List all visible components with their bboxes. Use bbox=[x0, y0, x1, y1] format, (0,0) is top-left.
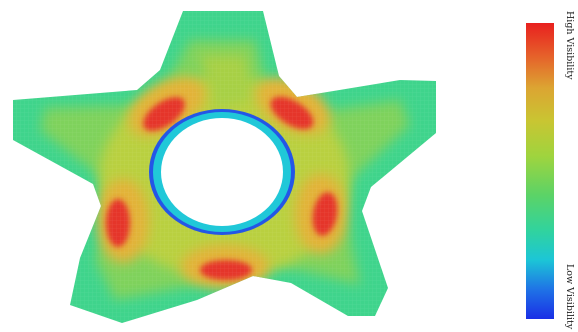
center-hole bbox=[149, 109, 295, 235]
legend-low-label: Low Visibility bbox=[564, 264, 575, 330]
legend-gradient-bar bbox=[526, 23, 554, 319]
color-legend bbox=[526, 23, 554, 319]
legend-high-label: High Visibility bbox=[564, 11, 575, 80]
